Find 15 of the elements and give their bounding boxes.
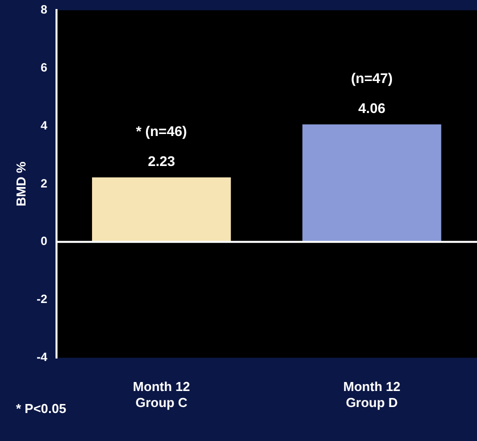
y-tick-label: -2 (36, 292, 48, 306)
y-tick-label: 6 (40, 60, 48, 74)
y-tick-label: -4 (36, 350, 48, 364)
y-tick-label: 8 (40, 2, 48, 17)
annotation: (n=47) (351, 70, 393, 86)
x-tick-label: Month 12 Group C (132, 379, 190, 410)
text: * P<0.05 (16, 401, 66, 416)
data-label: 4.06 (358, 100, 386, 116)
y-tick-label: 0 (40, 234, 48, 248)
annotation: * (n=46) (136, 123, 187, 140)
x-tick-label: Month 12 Group D (343, 379, 400, 410)
y-tick-label: 4 (40, 118, 48, 132)
data-label: 2.23 (148, 153, 176, 170)
y-tick-label: 2 (40, 176, 48, 190)
y-axis-title: BMD % (13, 161, 28, 206)
